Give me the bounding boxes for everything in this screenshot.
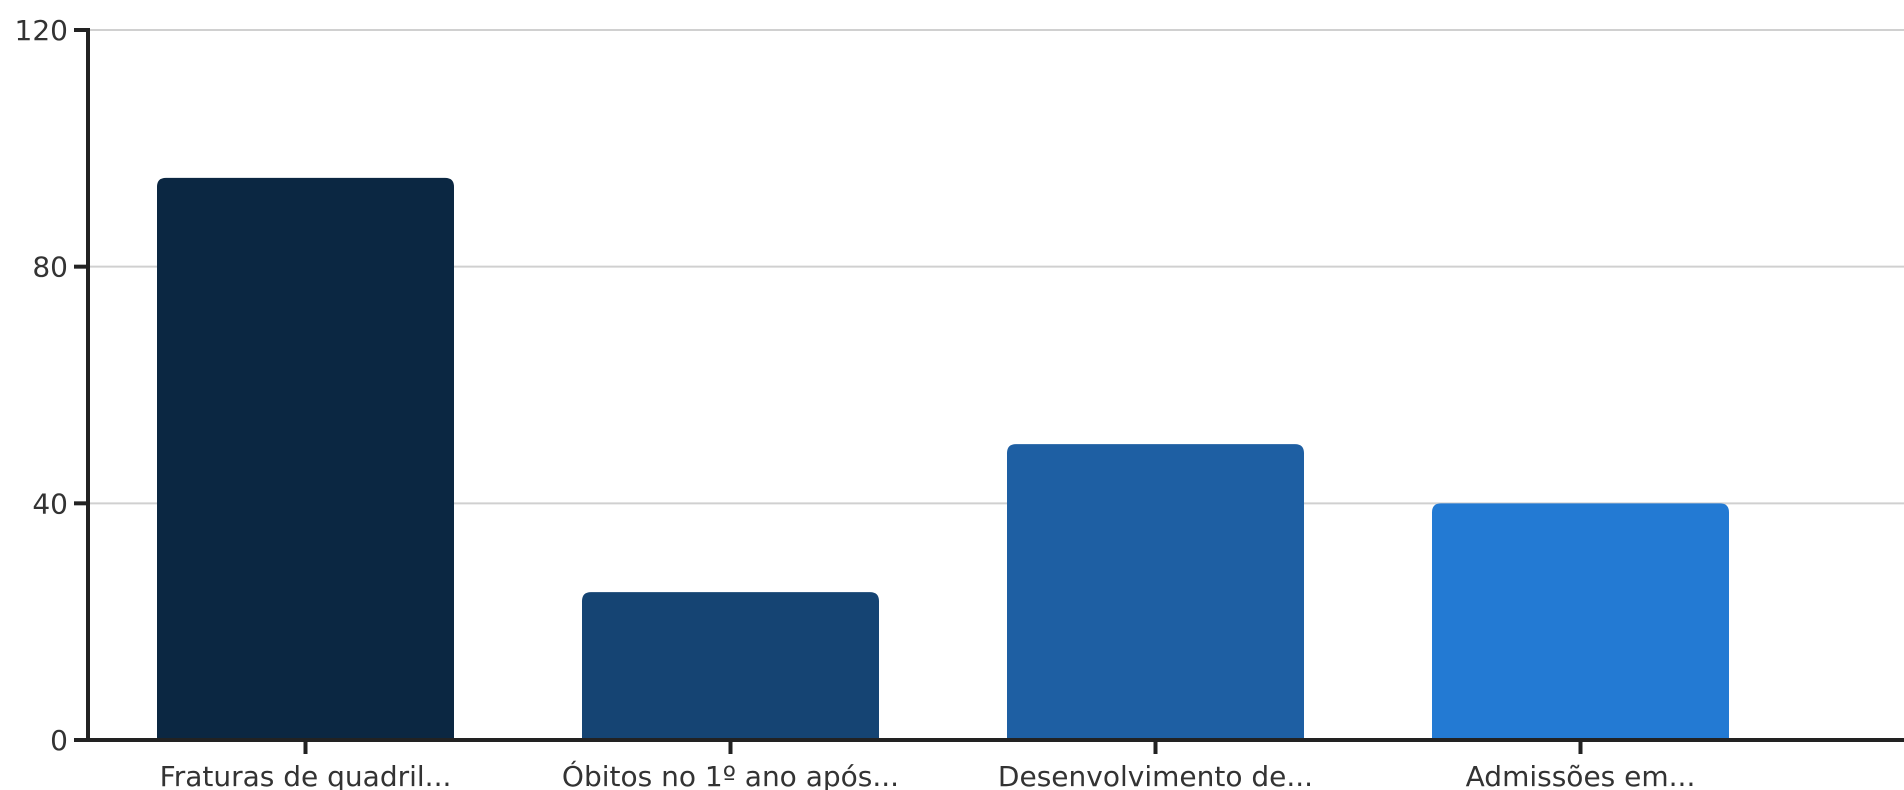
y-axis-ticks: 0 40 80 120 — [15, 14, 88, 757]
bar — [582, 592, 879, 740]
bars — [157, 177, 1729, 740]
axes — [86, 28, 1904, 742]
x-tick-label: Desenvolvimento de... — [998, 760, 1313, 790]
bar — [157, 177, 454, 740]
y-tick-label: 80 — [32, 251, 68, 284]
x-tick-label: Óbitos no 1º ano após... — [562, 759, 899, 790]
x-tick-label: Admissões em... — [1466, 760, 1696, 790]
y-tick-label: 0 — [50, 724, 68, 757]
x-tick-label: Fraturas de quadril... — [160, 760, 452, 790]
y-tick-label: 40 — [32, 487, 68, 520]
bar — [1007, 444, 1304, 740]
x-axis-ticks: Fraturas de quadril... Óbitos no 1º ano a… — [160, 740, 1696, 790]
y-tick-label: 120 — [15, 14, 68, 47]
bar — [1432, 503, 1729, 740]
